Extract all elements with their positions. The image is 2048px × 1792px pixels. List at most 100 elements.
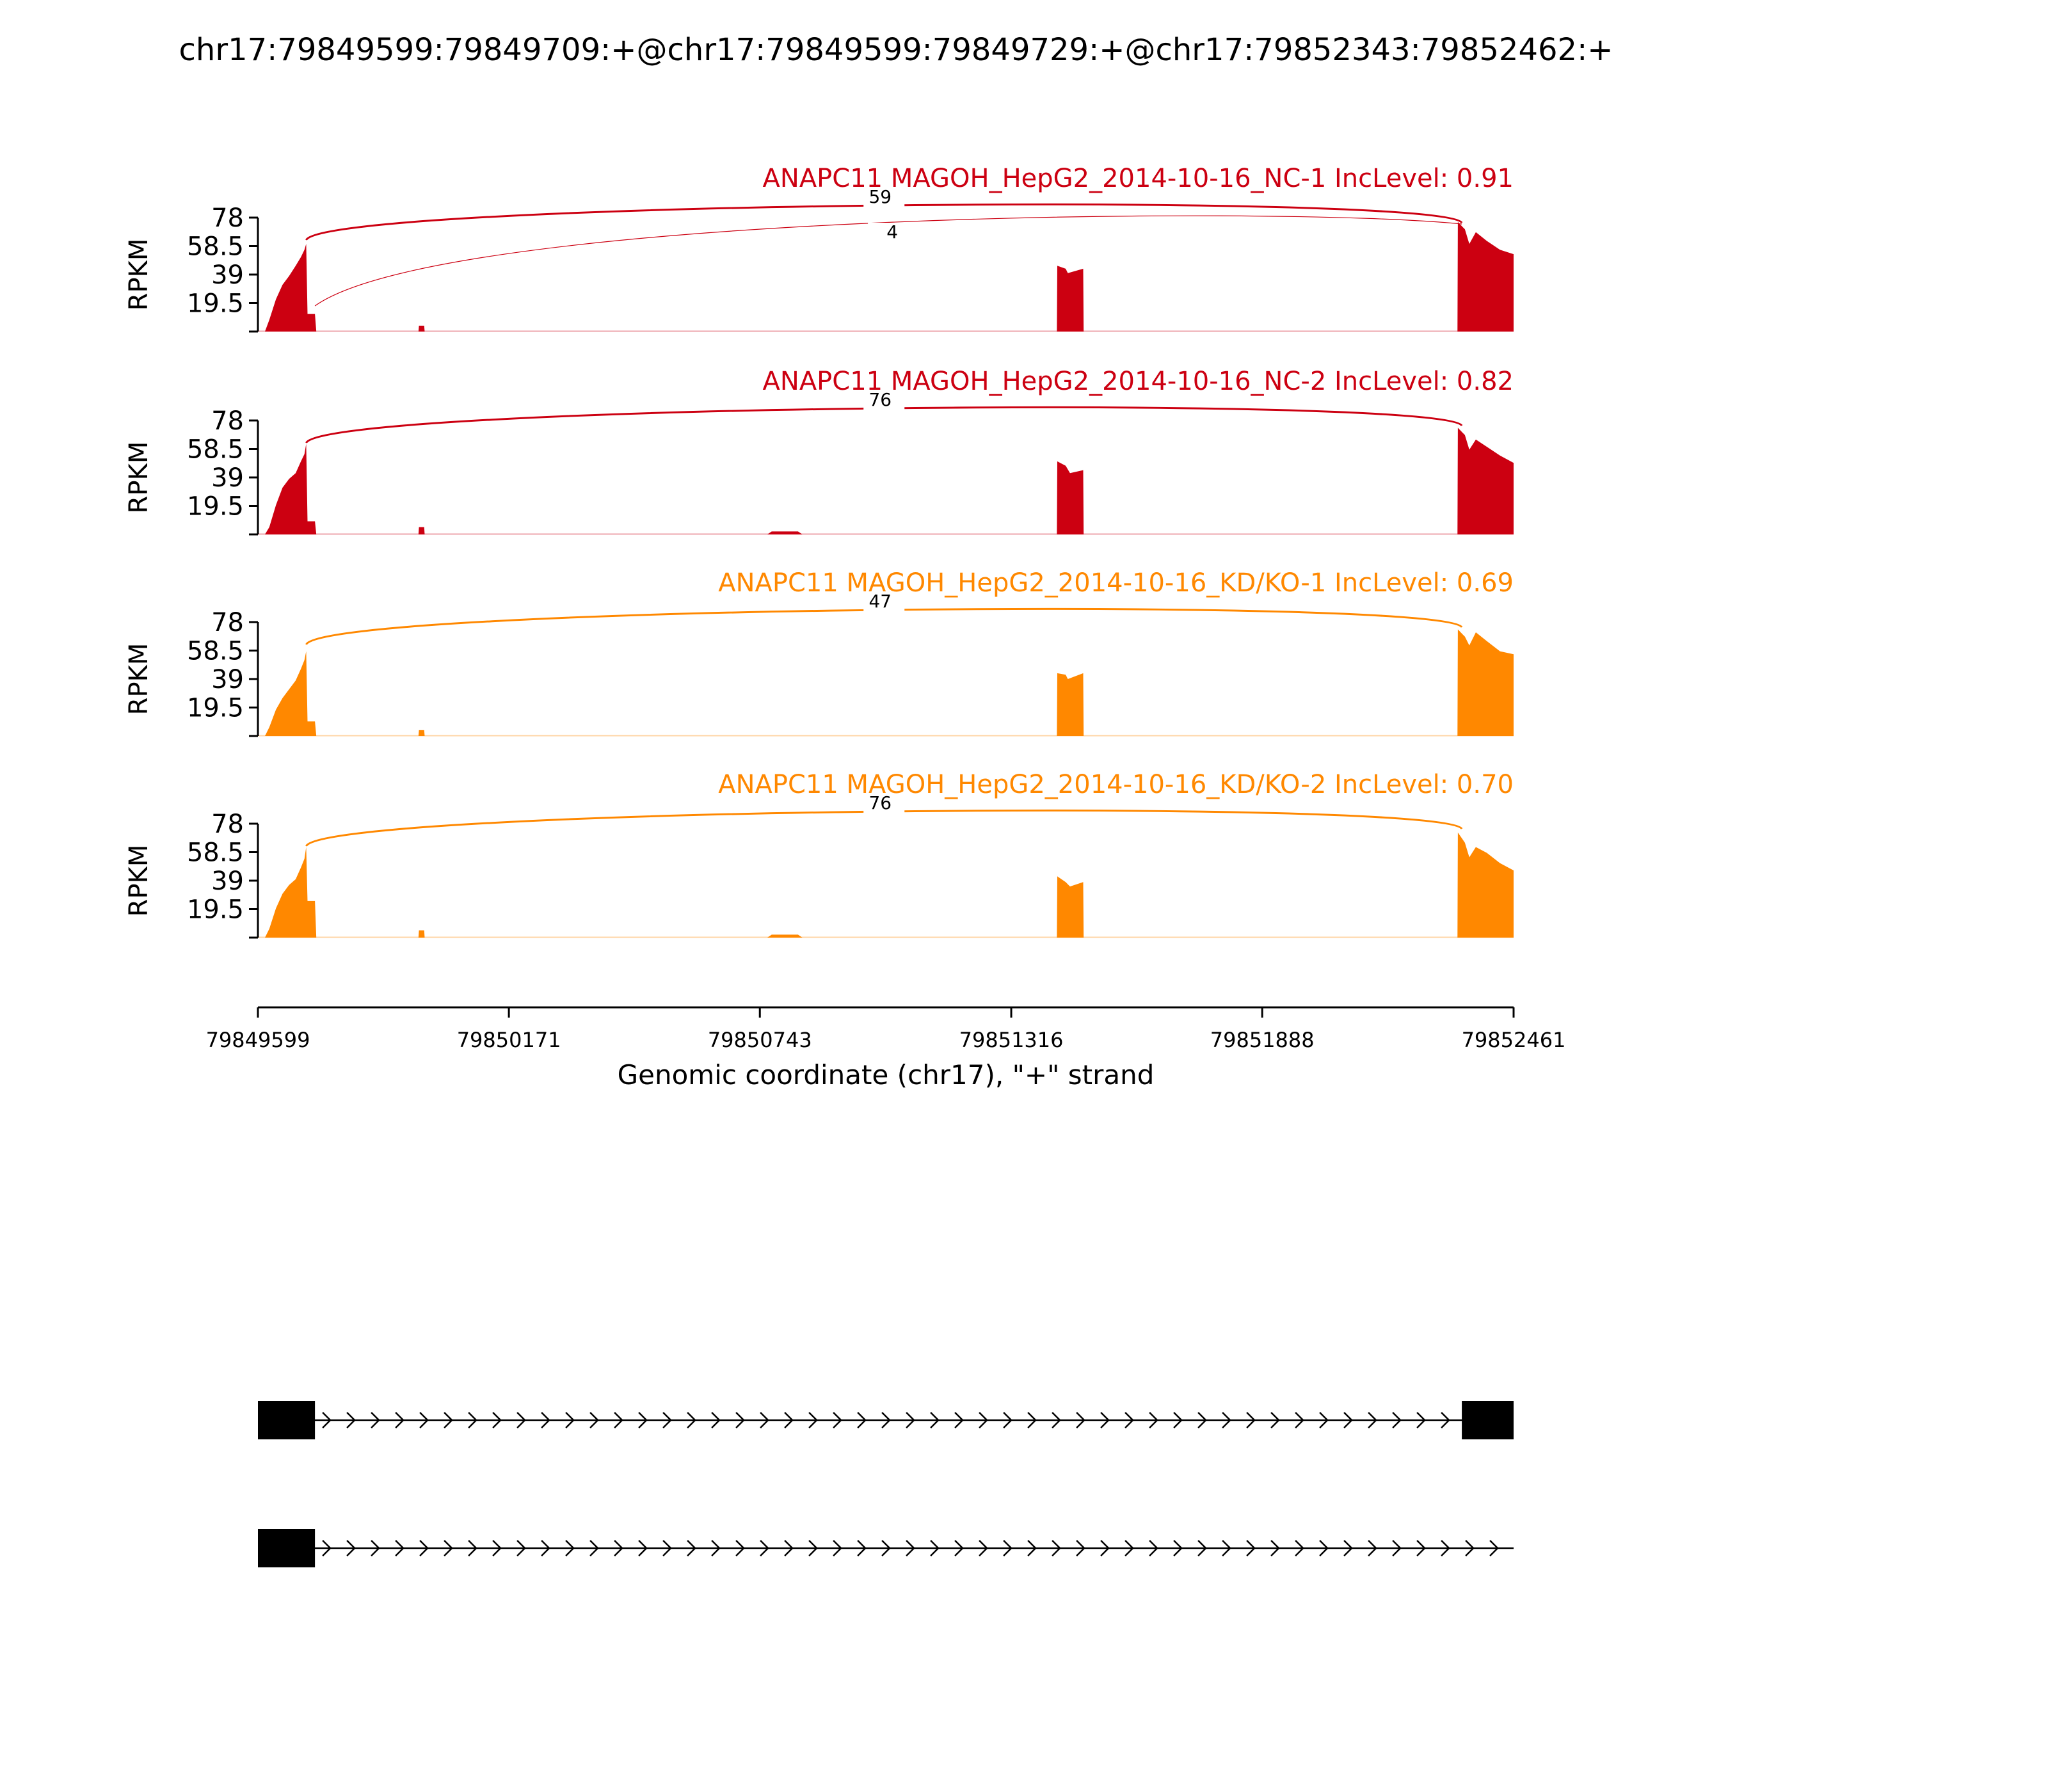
y-axis-label: RPKM <box>124 239 154 311</box>
x-tick-label: 79849599 <box>206 1028 310 1052</box>
strand-chevron <box>1100 1412 1110 1428</box>
strand-chevron <box>857 1412 867 1428</box>
junction-arc <box>314 215 1462 307</box>
coverage-area <box>265 832 1514 938</box>
strand-chevron <box>979 1412 988 1428</box>
y-axis-label: RPKM <box>124 442 154 514</box>
strand-chevron <box>735 1412 745 1428</box>
strand-chevron <box>662 1540 672 1556</box>
strand-chevron <box>1270 1540 1280 1556</box>
strand-chevron <box>954 1412 964 1428</box>
panel-3: ANAPC11 MAGOH_HepG2_2014-10-16_KD/KO-1 I… <box>124 568 1514 737</box>
y-tick-label: 39 <box>211 260 244 290</box>
strand-chevron <box>1124 1540 1134 1556</box>
strand-chevron <box>808 1540 818 1556</box>
strand-chevron <box>1052 1540 1061 1556</box>
strand-chevron <box>711 1412 721 1428</box>
x-tick-label: 79851316 <box>959 1028 1064 1052</box>
strand-chevron <box>444 1540 453 1556</box>
strand-chevron <box>735 1540 745 1556</box>
y-tick-label: 39 <box>211 867 244 896</box>
y-tick-label: 39 <box>211 665 244 694</box>
strand-chevron <box>1392 1540 1402 1556</box>
strand-chevron <box>1368 1412 1377 1428</box>
strand-chevron <box>516 1412 526 1428</box>
strand-chevron <box>1100 1540 1110 1556</box>
junction-arc <box>305 406 1463 444</box>
coverage-area <box>265 629 1514 736</box>
strand-chevron <box>589 1412 599 1428</box>
strand-chevron <box>346 1412 356 1428</box>
transcript-1 <box>258 1401 1514 1439</box>
strand-chevron <box>1392 1412 1402 1428</box>
strand-chevron <box>1173 1540 1183 1556</box>
panel-title: ANAPC11 MAGOH_HepG2_2014-10-16_KD/KO-1 I… <box>718 568 1514 598</box>
strand-chevron <box>1003 1540 1012 1556</box>
y-tick-label: 19.5 <box>187 289 244 319</box>
strand-chevron <box>492 1540 502 1556</box>
strand-chevron <box>857 1540 867 1556</box>
strand-chevron <box>395 1412 404 1428</box>
x-tick-label: 79850743 <box>708 1028 812 1052</box>
strand-chevron <box>881 1412 891 1428</box>
strand-chevron <box>1319 1412 1329 1428</box>
y-tick-label: 58.5 <box>187 637 244 666</box>
x-tick-label: 79852461 <box>1462 1028 1566 1052</box>
strand-chevron <box>906 1540 915 1556</box>
strand-chevron <box>1173 1412 1183 1428</box>
strand-chevron <box>322 1412 332 1428</box>
strand-chevron <box>322 1540 332 1556</box>
strand-chevron <box>833 1540 842 1556</box>
strand-chevron <box>1246 1412 1256 1428</box>
strand-chevron <box>614 1412 623 1428</box>
strand-chevron <box>1027 1412 1037 1428</box>
transcript-2 <box>258 1529 1514 1567</box>
strand-chevron <box>565 1412 575 1428</box>
strand-chevron <box>1441 1540 1450 1556</box>
strand-chevron <box>589 1540 599 1556</box>
strand-chevron <box>565 1540 575 1556</box>
strand-chevron <box>1295 1412 1304 1428</box>
strand-chevron <box>419 1540 429 1556</box>
strand-chevron <box>1489 1540 1499 1556</box>
strand-chevron <box>541 1412 550 1428</box>
strand-chevron <box>711 1540 721 1556</box>
junction-arc <box>305 809 1463 847</box>
chart-title: chr17:79849599:79849709:+@chr17:79849599… <box>179 32 1613 68</box>
y-axis-label: RPKM <box>124 845 154 917</box>
strand-chevron <box>395 1540 404 1556</box>
y-axis-label: RPKM <box>124 643 154 716</box>
y-tick-label: 78 <box>211 810 244 839</box>
strand-chevron <box>930 1540 940 1556</box>
junction-count: 4 <box>886 221 898 243</box>
strand-chevron <box>1027 1540 1037 1556</box>
strand-chevron <box>1465 1540 1475 1556</box>
strand-chevron <box>687 1540 696 1556</box>
y-tick-label: 58.5 <box>187 232 244 262</box>
y-tick-label: 78 <box>211 204 244 233</box>
x-tick-label: 79851888 <box>1210 1028 1315 1052</box>
y-tick-label: 39 <box>211 463 244 493</box>
exon-block <box>258 1401 316 1439</box>
panel-2: ANAPC11 MAGOH_HepG2_2014-10-16_NC-2 IncL… <box>124 367 1514 536</box>
strand-chevron <box>1295 1540 1304 1556</box>
exon-block <box>1462 1401 1514 1439</box>
strand-chevron <box>881 1540 891 1556</box>
strand-chevron <box>1343 1540 1353 1556</box>
strand-chevron <box>1441 1412 1450 1428</box>
strand-chevron <box>1368 1540 1377 1556</box>
panel-1: ANAPC11 MAGOH_HepG2_2014-10-16_NC-1 IncL… <box>124 164 1514 333</box>
y-tick-label: 19.5 <box>187 492 244 522</box>
strand-chevron <box>662 1412 672 1428</box>
strand-chevron <box>541 1540 550 1556</box>
junction-label-bg <box>863 188 905 207</box>
strand-chevron <box>638 1412 648 1428</box>
junction-count: 76 <box>868 389 892 410</box>
x-tick-label: 79850171 <box>457 1028 561 1052</box>
strand-chevron <box>1270 1412 1280 1428</box>
exon-block <box>258 1529 316 1567</box>
y-tick-label: 78 <box>211 406 244 436</box>
strand-chevron <box>930 1412 940 1428</box>
strand-chevron <box>346 1540 356 1556</box>
